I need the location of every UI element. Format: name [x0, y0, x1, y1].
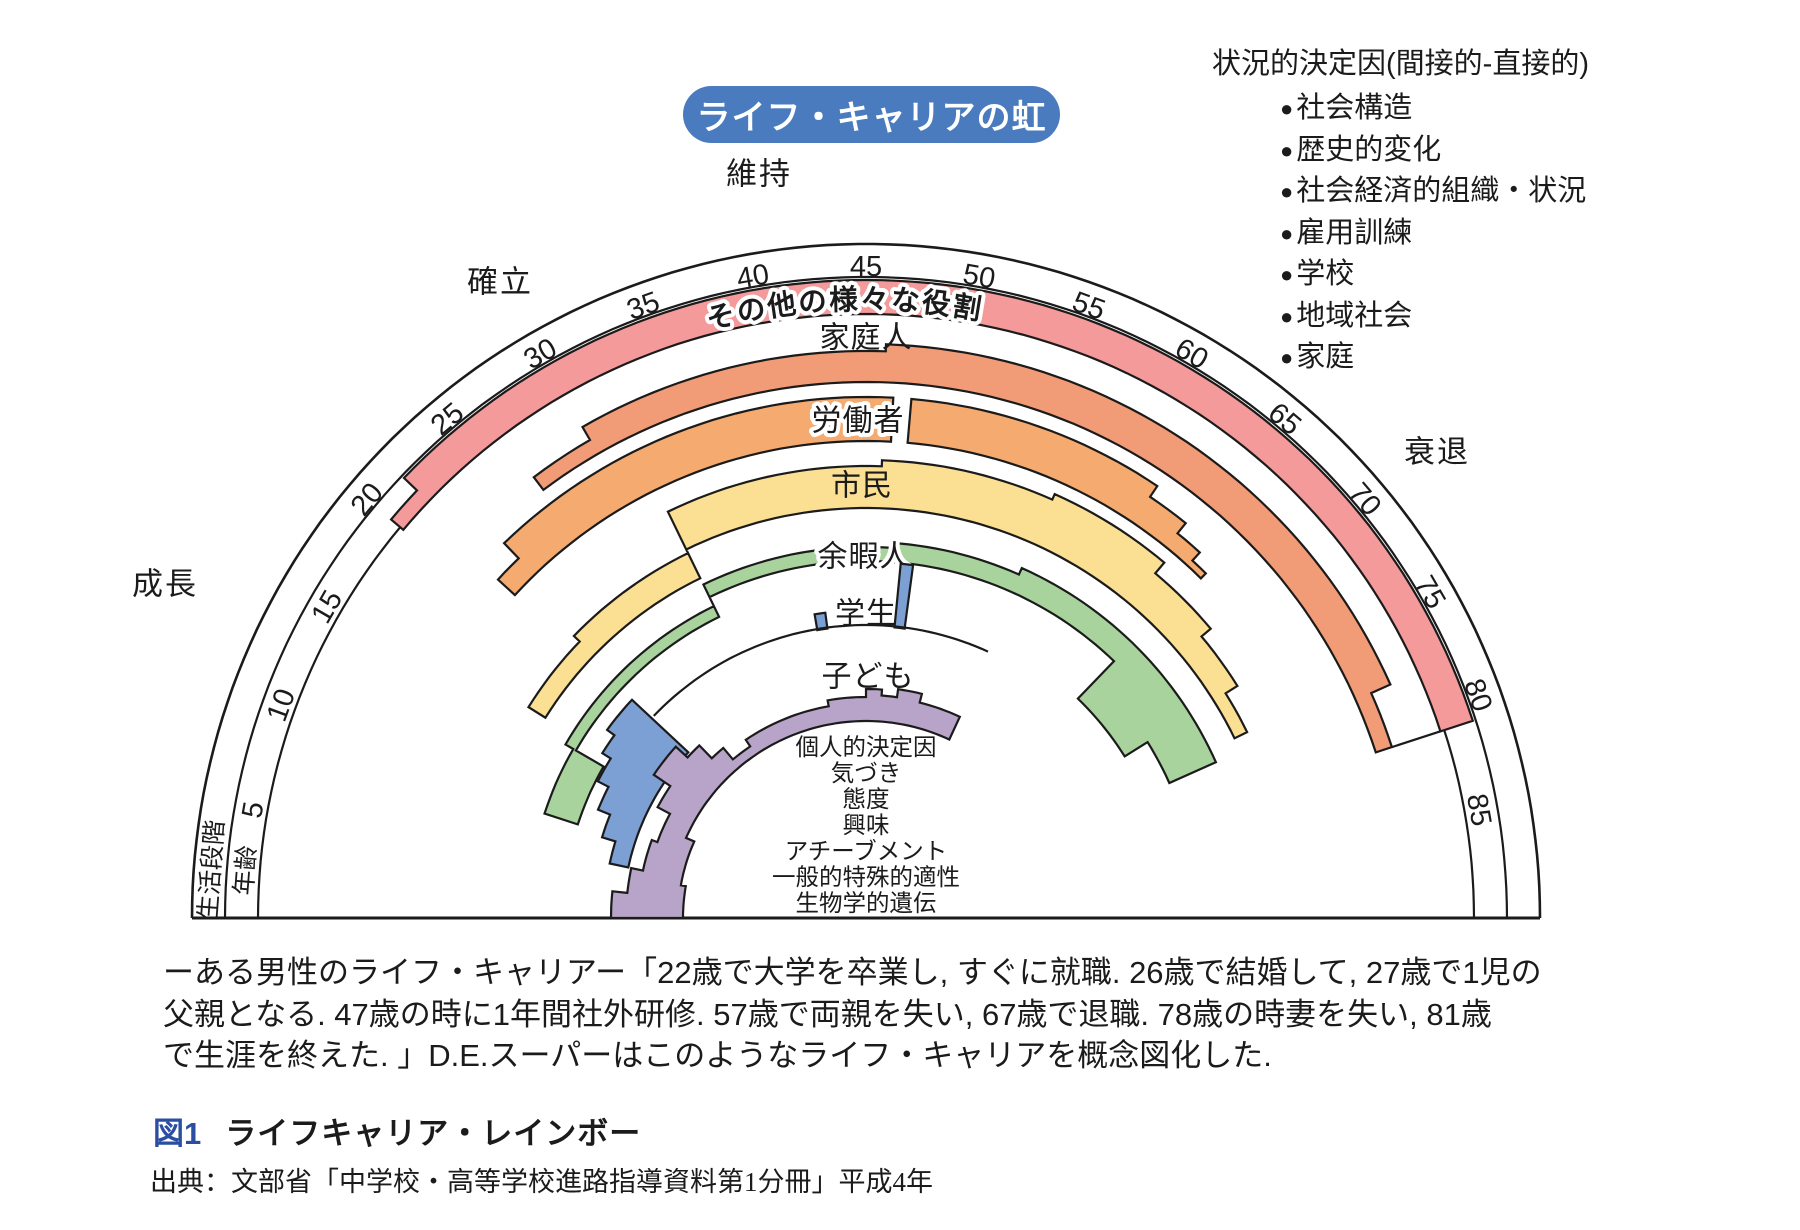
description-line: 父親となる. 47歳の時に1年間社外研修. 57歳で両親を失い, 67歳で退職.… [163, 996, 1492, 1032]
list-item-label: 歴史的変化 [1296, 133, 1442, 166]
age-tick-5: 5 [236, 799, 270, 820]
bullet-icon: ● [1280, 179, 1294, 204]
band-label-worker: 労働者 [812, 405, 905, 438]
bullet-icon: ● [1280, 96, 1294, 121]
list-item: ● 雇用訓練 [1280, 213, 1772, 255]
personal-determinants-line: 気づき [831, 760, 902, 786]
age-tick-45: 45 [850, 251, 882, 283]
bullet-icon: ● [1280, 220, 1294, 246]
life-stage-ring-arc [223, 275, 1509, 919]
list-item: ● 歴史的変化 [1280, 130, 1772, 172]
end-of-life-cut [1391, 730, 1441, 749]
bullet-icon: ● [1280, 345, 1294, 370]
band-worker [906, 397, 1208, 580]
list-item-label: 雇用訓練 [1296, 216, 1413, 249]
life-stage-label: 確立 [467, 265, 533, 300]
band-label-child: 子ども [822, 661, 915, 694]
list-item-label: 学校 [1296, 258, 1355, 290]
ring-label: 年齢 [230, 844, 262, 896]
situational-determinants-heading: 状況的決定因(間接的-直接的) [1212, 48, 1589, 80]
band-child [609, 687, 962, 920]
list-item: ● 学校 [1280, 254, 1772, 296]
description-line: で生涯を終えた. 」D.E.スーパーはこのようなライフ・キャリアを概念図化した. [163, 1038, 1272, 1073]
list-item-label: 地域社会 [1296, 299, 1413, 332]
list-item-label: 家庭 [1296, 341, 1355, 373]
list-item: ● 地域社会 [1280, 296, 1772, 338]
student-baseline-arc [653, 623, 989, 717]
band-label-student: 学生 [835, 598, 897, 631]
age-tick-85: 85 [1460, 791, 1497, 828]
band-label-homemaker: 家庭人 [820, 322, 913, 355]
description-line: ーある男性のライフ・キャリアー「22歳で大学を卒業し, すぐに就職. 26歳で結… [163, 955, 1542, 990]
life-stage-label: 維持 [726, 157, 792, 192]
age-tick-40: 40 [734, 258, 771, 295]
age-ring-arc [1443, 729, 1476, 919]
band-leisurite [543, 541, 1218, 826]
figure-source: 出典：文部省「中学校・高等学校進路指導資料第1分冊」平成4年 [150, 1167, 933, 1197]
personal-determinants-line: 生物学的遺伝 [796, 890, 937, 916]
list-item-label: 社会経済的組織・状況 [1296, 175, 1587, 207]
figure-number: 図1 [153, 1116, 202, 1151]
figure-caption: 図1 ライフキャリア・レインボー [153, 1108, 641, 1153]
band-label-citizen: 市民 [831, 470, 893, 503]
title-badge: ライフ・キャリアの虹 [683, 86, 1060, 143]
band-label-leisurite: 余暇人 [818, 541, 911, 574]
band-other-roles [389, 278, 1475, 733]
bullet-icon: ● [1280, 262, 1294, 287]
personal-determinants-line: 一般的特殊的適性 [772, 864, 960, 890]
list-item: ● 社会経済的組織・状況 [1280, 171, 1772, 213]
band-student [596, 698, 690, 869]
band-homemaker [532, 343, 1394, 754]
figure-title: ライフキャリア・レインボー [225, 1116, 642, 1151]
life-stage-label: 成長 [132, 567, 198, 602]
situational-determinants-list: ● 社会構造 ● 歴史的変化 ● 社会経済的組織・状況 ● 雇用訓練 ● 学校 ● 地域社会… [1212, 88, 1772, 379]
list-item: ● 家庭 [1280, 337, 1772, 379]
personal-determinants-line: 興味 [843, 812, 890, 838]
personal-determinants-line: アチーブメント [785, 838, 948, 864]
age-ring-arc [256, 526, 402, 919]
personal-determinants-line: 個人的決定因 [796, 734, 937, 760]
bullet-icon: ● [1280, 137, 1294, 163]
life-stage-label: 衰退 [1404, 435, 1470, 470]
outer-rim-arc [190, 242, 1542, 919]
age-tick-50: 50 [960, 258, 997, 295]
list-item-label: 社会構造 [1296, 92, 1413, 124]
age-tick-15: 15 [305, 585, 349, 629]
bullet-icon: ● [1280, 303, 1294, 329]
figure-description: ーある男性のライフ・キャリアー「22歳で大学を卒業し, すぐに就職. 26歳で結… [163, 952, 1683, 1077]
list-item: ● 社会構造 [1280, 88, 1772, 130]
title-badge-label: ライフ・キャリアの虹 [696, 99, 1047, 137]
band-worker [496, 395, 895, 597]
situational-determinants: 状況的決定因(間接的-直接的) ● 社会構造 ● 歴史的変化 ● 社会経済的組織・状況… [1212, 46, 1772, 379]
band-citizen [526, 459, 1249, 740]
personal-determinants-line: 態度 [843, 786, 890, 812]
